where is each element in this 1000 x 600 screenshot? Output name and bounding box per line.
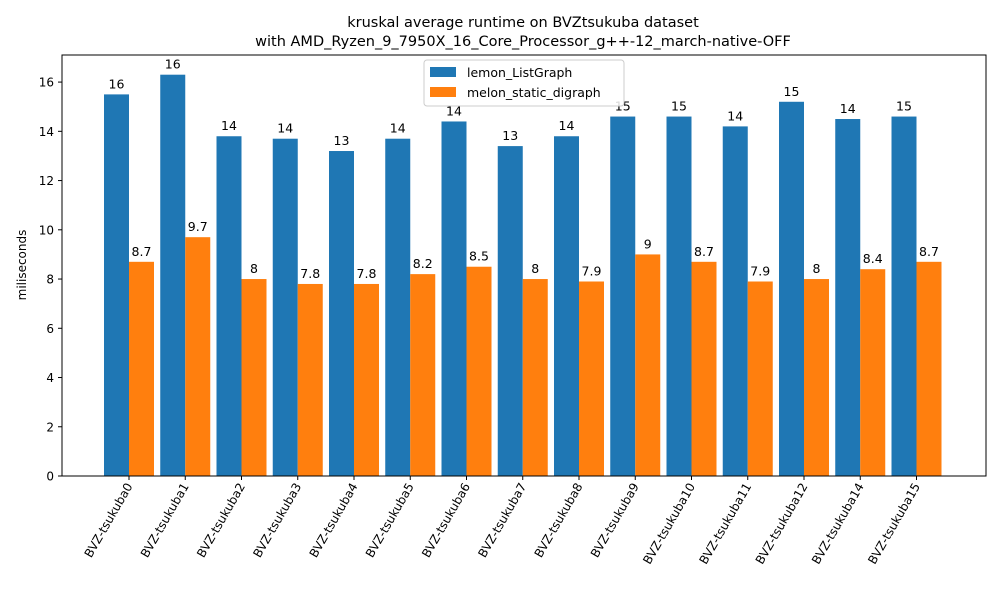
bar-value-label: 8 — [250, 261, 258, 276]
y-tick-label: 10 — [39, 223, 54, 237]
y-tick-label: 0 — [46, 470, 54, 484]
bar-value-label: 13 — [334, 133, 350, 148]
bar-value-label: 8.5 — [469, 249, 489, 264]
x-tick-label: BVZ-tsukuba5 — [363, 481, 417, 561]
x-tick-label: BVZ-tsukuba15 — [865, 481, 923, 567]
y-tick-label: 12 — [39, 174, 54, 188]
bar-lemon_ListGraph-12 — [779, 101, 804, 477]
x-tick-label: BVZ-tsukuba8 — [532, 481, 586, 561]
bar-melon_static_digraph-13 — [860, 269, 886, 476]
bar-lemon_ListGraph-8 — [554, 136, 579, 477]
bar-value-label: 8.7 — [694, 244, 714, 259]
y-tick-label: 6 — [46, 322, 54, 336]
y-tick-label: 8 — [46, 273, 54, 287]
bar-lemon_ListGraph-5 — [385, 138, 411, 477]
legend-swatch-melon_static_digraph — [430, 87, 456, 97]
bar-melon_static_digraph-12 — [804, 279, 829, 476]
bar-value-label: 13 — [502, 128, 518, 143]
bar-value-label: 7.8 — [300, 266, 320, 281]
bar-value-label: 14 — [840, 101, 856, 116]
y-tick-label: 2 — [46, 420, 54, 434]
bar-lemon_ListGraph-9 — [610, 116, 636, 476]
bar-value-label: 14 — [446, 103, 462, 118]
chart-title: kruskal average runtime on BVZtsukuba da… — [347, 15, 699, 31]
x-tick-label: BVZ-tsukuba1 — [138, 481, 192, 561]
x-tick-label: BVZ-tsukuba3 — [250, 481, 304, 561]
bar-value-label: 15 — [671, 99, 687, 114]
bar-value-label: 14 — [727, 108, 743, 123]
bar-lemon_ListGraph-1 — [160, 74, 186, 476]
bar-value-label: 16 — [109, 76, 125, 91]
bar-value-label: 14 — [221, 118, 237, 133]
bar-value-label: 8.7 — [919, 244, 939, 259]
bar-lemon_ListGraph-3 — [272, 138, 298, 477]
bar-melon_static_digraph-10 — [691, 261, 717, 476]
chart-subtitle: with AMD_Ryzen_9_7950X_16_Core_Processor… — [255, 34, 791, 50]
y-axis-label: miliseconds — [15, 230, 29, 301]
legend-swatch-lemon_ListGraph — [430, 67, 456, 77]
x-tick-label: BVZ-tsukuba7 — [475, 481, 529, 561]
bar-lemon_ListGraph-11 — [722, 126, 748, 477]
bar-value-label: 15 — [896, 99, 912, 114]
bar-melon_static_digraph-4 — [354, 283, 379, 476]
x-tick-label: BVZ-tsukuba9 — [588, 481, 642, 561]
bar-lemon_ListGraph-4 — [329, 151, 354, 476]
x-tick-label: BVZ-tsukuba11 — [697, 481, 755, 567]
bar-value-label: 14 — [277, 121, 293, 136]
y-tick-label: 4 — [46, 371, 54, 385]
bar-value-label: 9.7 — [188, 219, 208, 234]
plot-area: 1616141413141413141515141514158.79.787.8… — [39, 54, 987, 567]
bar-value-label: 14 — [390, 121, 406, 136]
bar-value-label: 7.9 — [582, 264, 602, 279]
bar-value-label: 15 — [784, 84, 800, 99]
bar-melon_static_digraph-1 — [185, 237, 211, 476]
bar-melon_static_digraph-11 — [747, 281, 773, 476]
bar-value-label: 7.8 — [357, 266, 377, 281]
bar-value-label: 9 — [644, 236, 652, 251]
bar-lemon_ListGraph-0 — [104, 94, 129, 476]
y-tick-label: 14 — [39, 125, 54, 139]
bar-melon_static_digraph-5 — [410, 274, 436, 476]
bar-lemon_ListGraph-2 — [216, 136, 242, 477]
legend-box — [423, 59, 625, 107]
bar-melon_static_digraph-14 — [916, 261, 942, 476]
x-tick-label: BVZ-tsukuba12 — [753, 481, 811, 567]
bar-lemon_ListGraph-13 — [835, 119, 861, 477]
bar-melon_static_digraph-3 — [297, 283, 323, 476]
legend-label: lemon_ListGraph — [467, 65, 572, 80]
bar-melon_static_digraph-8 — [579, 281, 604, 476]
bar-melon_static_digraph-0 — [129, 261, 154, 476]
bar-value-label: 14 — [559, 118, 575, 133]
bar-value-label: 8 — [531, 261, 539, 276]
bar-value-label: 8 — [813, 261, 821, 276]
bar-lemon_ListGraph-6 — [441, 121, 467, 476]
bar-value-label: 16 — [165, 57, 181, 72]
bar-melon_static_digraph-2 — [241, 279, 267, 476]
bar-value-label: 7.9 — [750, 264, 770, 279]
x-tick-label: BVZ-tsukuba6 — [419, 481, 473, 561]
legend-label: melon_static_digraph — [467, 85, 601, 100]
x-tick-label: BVZ-tsukuba0 — [82, 481, 136, 561]
x-tick-label: BVZ-tsukuba2 — [194, 481, 248, 561]
bar-value-label: 8.2 — [413, 256, 433, 271]
x-tick-label: BVZ-tsukuba10 — [640, 481, 698, 567]
bar-value-label: 8.7 — [132, 244, 152, 259]
bar-lemon_ListGraph-7 — [497, 146, 523, 476]
bar-melon_static_digraph-7 — [522, 279, 548, 476]
x-tick-label: BVZ-tsukuba14 — [809, 481, 867, 567]
y-tick-label: 16 — [39, 76, 54, 90]
bar-value-label: 8.4 — [863, 251, 883, 266]
x-tick-label: BVZ-tsukuba4 — [307, 481, 361, 561]
bar-melon_static_digraph-9 — [635, 254, 661, 476]
bar-melon_static_digraph-6 — [466, 266, 492, 476]
bar-lemon_ListGraph-14 — [891, 116, 917, 476]
bar-lemon_ListGraph-10 — [666, 116, 692, 476]
plot-frame — [61, 54, 987, 477]
